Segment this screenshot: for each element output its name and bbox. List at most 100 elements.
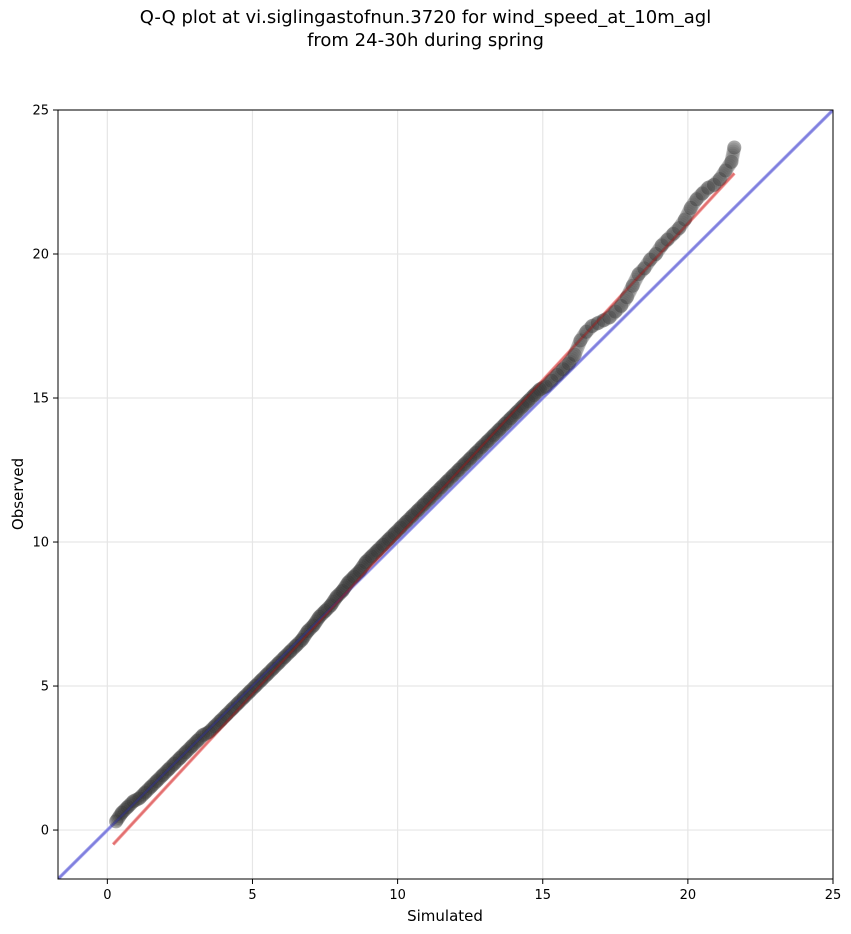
data-point bbox=[303, 621, 318, 636]
data-point bbox=[616, 295, 631, 310]
data-point bbox=[286, 641, 301, 656]
data-point bbox=[635, 262, 650, 277]
data-point bbox=[673, 219, 688, 234]
data-point bbox=[245, 681, 260, 696]
data-point bbox=[235, 691, 250, 706]
data-point bbox=[405, 509, 420, 524]
data-point bbox=[444, 470, 459, 485]
data-point bbox=[624, 280, 639, 295]
data-point bbox=[715, 168, 730, 183]
data-point bbox=[618, 291, 633, 306]
data-point bbox=[626, 276, 641, 291]
data-point bbox=[726, 142, 741, 157]
data-point bbox=[573, 333, 588, 348]
data-point bbox=[109, 814, 124, 829]
data-point bbox=[363, 550, 378, 565]
data-point bbox=[264, 663, 279, 678]
data-point bbox=[255, 671, 270, 686]
data-point bbox=[434, 480, 449, 495]
data-point bbox=[511, 403, 526, 418]
data-point bbox=[418, 496, 433, 511]
data-point bbox=[394, 519, 409, 534]
data-point bbox=[650, 245, 665, 260]
data-point bbox=[623, 282, 638, 297]
data-point bbox=[677, 212, 692, 227]
data-point bbox=[415, 499, 430, 514]
data-point bbox=[569, 343, 584, 358]
data-point bbox=[724, 154, 739, 169]
data-point bbox=[567, 347, 582, 362]
data-point bbox=[683, 200, 698, 215]
data-point bbox=[306, 618, 321, 633]
data-point bbox=[289, 638, 304, 653]
data-point bbox=[368, 545, 383, 560]
data-point bbox=[120, 799, 135, 814]
data-point bbox=[583, 320, 598, 335]
data-point bbox=[682, 202, 697, 217]
data-point bbox=[725, 148, 740, 163]
data-point bbox=[355, 560, 370, 575]
data-point bbox=[283, 644, 298, 659]
data-point bbox=[706, 177, 721, 192]
data-point bbox=[703, 179, 718, 194]
data-point bbox=[377, 536, 392, 551]
data-point bbox=[299, 626, 314, 641]
data-point bbox=[190, 733, 205, 748]
data-point bbox=[644, 251, 659, 266]
data-point bbox=[326, 594, 341, 609]
data-point bbox=[678, 210, 693, 225]
data-point bbox=[311, 611, 326, 626]
data-point bbox=[490, 424, 505, 439]
data-point bbox=[200, 726, 215, 741]
data-point bbox=[390, 523, 405, 538]
data-point bbox=[392, 522, 407, 537]
data-point bbox=[380, 533, 395, 548]
data-point bbox=[156, 766, 171, 781]
data-point bbox=[575, 329, 590, 344]
data-point bbox=[709, 175, 724, 190]
data-point bbox=[480, 434, 495, 449]
y-tick-label: 25 bbox=[32, 104, 49, 119]
data-point bbox=[640, 256, 655, 271]
data-point bbox=[457, 457, 472, 472]
data-point bbox=[463, 451, 478, 466]
data-point bbox=[574, 331, 589, 346]
data-point bbox=[471, 442, 486, 457]
data-point bbox=[666, 226, 681, 241]
data-point bbox=[371, 542, 386, 557]
data-point bbox=[524, 391, 539, 406]
data-point bbox=[726, 146, 741, 161]
data-point bbox=[596, 313, 611, 328]
data-point bbox=[439, 474, 454, 489]
data-point bbox=[119, 801, 134, 816]
data-point bbox=[122, 798, 137, 813]
data-point bbox=[337, 580, 352, 595]
data-point bbox=[525, 389, 540, 404]
data-point bbox=[502, 412, 517, 427]
data-point bbox=[536, 380, 551, 395]
data-point bbox=[508, 406, 523, 421]
data-point bbox=[378, 535, 393, 550]
data-point bbox=[634, 264, 649, 279]
data-point bbox=[651, 243, 666, 258]
data-point bbox=[691, 190, 706, 205]
chart-title-line-1: Q-Q plot at vi.siglingastofnun.3720 for … bbox=[139, 7, 712, 28]
data-point bbox=[656, 236, 671, 251]
data-point bbox=[370, 543, 385, 558]
data-point bbox=[506, 408, 521, 423]
data-point bbox=[558, 359, 573, 374]
data-point bbox=[308, 615, 323, 630]
data-point bbox=[242, 684, 257, 699]
data-point bbox=[185, 738, 200, 753]
data-point bbox=[654, 238, 669, 253]
data-point bbox=[563, 354, 578, 369]
data-point bbox=[513, 401, 528, 416]
data-point bbox=[212, 715, 227, 730]
data-point bbox=[347, 569, 362, 584]
data-point bbox=[381, 532, 396, 547]
data-point bbox=[229, 697, 244, 712]
data-point bbox=[628, 272, 643, 287]
data-point bbox=[110, 812, 125, 827]
data-point bbox=[630, 269, 645, 284]
data-point bbox=[356, 558, 371, 573]
